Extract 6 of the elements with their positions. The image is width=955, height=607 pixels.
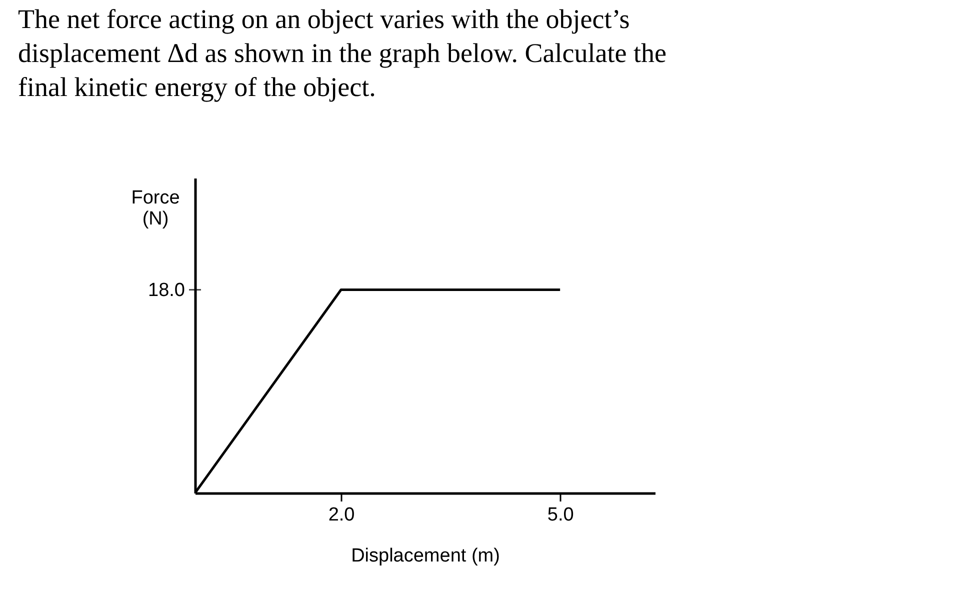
chart-title: The net force acting on an object varies with the object’s displacement Δd as shown in the graph below. Calculate the final kinetic energy of the object. (18, 4, 666, 102)
x-tick-label: 2.0 (328, 504, 355, 526)
x-tick-label: 5.0 (547, 504, 574, 526)
x-axis-title: Displacement (m) (351, 546, 500, 566)
text: 18.0 (148, 280, 185, 301)
y-axis-title: Force (N) (131, 188, 180, 230)
